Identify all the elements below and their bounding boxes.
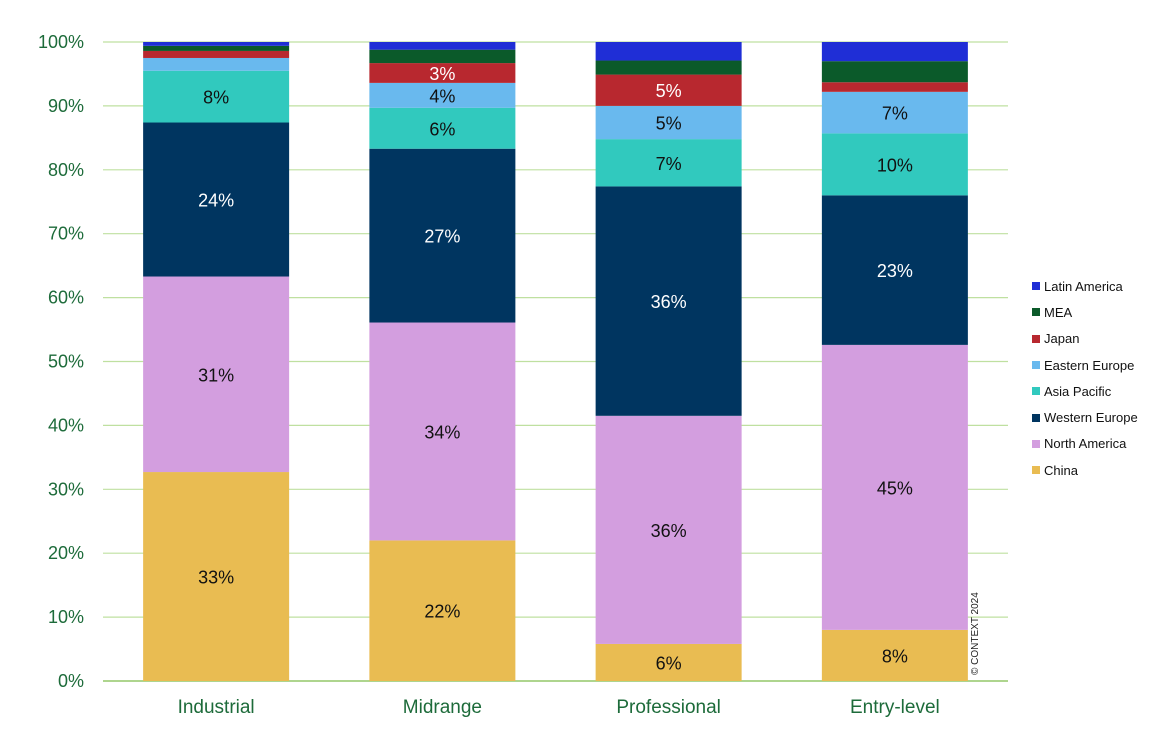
x-tick-label: Industrial xyxy=(178,697,255,718)
legend-swatch xyxy=(1032,466,1040,475)
data-label: 36% xyxy=(651,521,687,541)
legend-label: Latin America xyxy=(1044,278,1123,294)
legend-swatch xyxy=(1032,308,1040,317)
data-label: 22% xyxy=(424,602,460,622)
y-tick-label: 50% xyxy=(48,352,84,372)
data-label: 7% xyxy=(882,104,908,124)
y-tick-label: 30% xyxy=(48,479,84,499)
legend-item: Eastern Europe xyxy=(1032,352,1138,378)
legend-swatch xyxy=(1032,361,1040,370)
bar-segment-mea xyxy=(821,61,968,83)
bar-segment-mea xyxy=(143,45,290,51)
y-tick-label: 20% xyxy=(48,543,84,563)
y-tick-label: 0% xyxy=(58,671,84,691)
data-label: 7% xyxy=(656,154,682,174)
data-label: 8% xyxy=(203,88,229,108)
data-label: 23% xyxy=(877,261,913,281)
legend-label: North America xyxy=(1044,436,1127,452)
legend-item: Asia Pacific xyxy=(1032,378,1138,404)
copyright-text: © CONTEXT 2024 xyxy=(970,592,981,675)
bar-segment-north-america xyxy=(595,415,742,644)
legend-item: Japan xyxy=(1032,326,1138,352)
bar-segment-eastern-europe xyxy=(369,82,516,108)
x-tick-label: Professional xyxy=(616,697,721,718)
x-tick-label: Midrange xyxy=(403,697,482,718)
bar-segment-mea xyxy=(369,49,516,64)
bar-segment-china xyxy=(143,472,290,681)
bar-segment-asia-pacific xyxy=(821,133,968,196)
legend-item: Latin America xyxy=(1032,273,1138,299)
bar-segment-china xyxy=(369,540,516,681)
data-label: 45% xyxy=(877,478,913,498)
data-label: 4% xyxy=(429,86,455,106)
legend-swatch xyxy=(1032,282,1040,291)
legend-swatch xyxy=(1032,387,1040,396)
legend-label: MEA xyxy=(1044,304,1073,320)
legend-label: Asia Pacific xyxy=(1044,383,1112,399)
data-label: 36% xyxy=(651,292,687,312)
bar-segment-china xyxy=(595,643,742,681)
y-tick-label: 40% xyxy=(48,415,84,435)
data-label: 27% xyxy=(424,227,460,247)
data-label: 34% xyxy=(424,422,460,442)
legend-label: Western Europe xyxy=(1044,410,1138,426)
bar-segment-western-europe xyxy=(143,122,290,277)
bar-segment-japan xyxy=(595,74,742,106)
data-label: 31% xyxy=(198,365,234,385)
legend-item: Western Europe xyxy=(1032,404,1138,430)
bar-segment-japan xyxy=(143,50,290,58)
legend-swatch xyxy=(1032,334,1040,343)
bar-segment-north-america xyxy=(143,276,290,473)
bar-segment-latin-america xyxy=(143,42,290,46)
data-label: 5% xyxy=(656,81,682,101)
bar-segment-mea xyxy=(595,60,742,75)
data-label: 6% xyxy=(429,119,455,139)
data-label: 8% xyxy=(882,646,908,666)
x-tick-label: Entry-level xyxy=(850,697,940,718)
bar-segment-asia-pacific xyxy=(143,70,290,123)
legend-label: Japan xyxy=(1044,331,1080,347)
y-tick-label: 80% xyxy=(48,160,84,180)
data-label: 5% xyxy=(656,114,682,134)
bar-segment-latin-america xyxy=(595,42,742,61)
bar-segment-asia-pacific xyxy=(595,139,742,187)
legend-label: Eastern Europe xyxy=(1044,357,1135,373)
y-tick-label: 70% xyxy=(48,224,84,244)
bar-segment-western-europe xyxy=(821,195,968,345)
bar-segment-japan xyxy=(821,82,968,92)
legend-swatch xyxy=(1032,413,1040,422)
data-label: 33% xyxy=(198,568,234,588)
bar-segment-north-america xyxy=(369,322,516,541)
chart-legend: Latin America MEA Japan Eastern Europe Asia … xyxy=(1032,273,1138,483)
y-tick-label: 100% xyxy=(38,32,84,52)
bar-segment-eastern-europe xyxy=(821,91,968,134)
data-label: 24% xyxy=(198,191,234,211)
bar-segment-latin-america xyxy=(369,42,516,50)
y-tick-label: 60% xyxy=(48,288,84,308)
bar-segment-japan xyxy=(369,63,516,83)
data-label: 10% xyxy=(877,155,913,175)
bar-segment-asia-pacific xyxy=(369,107,516,149)
bar-segment-north-america xyxy=(821,344,968,630)
bar-segment-latin-america xyxy=(821,42,968,62)
legend-label: China xyxy=(1044,462,1078,478)
bar-segment-western-europe xyxy=(369,148,516,323)
legend-item: China xyxy=(1032,457,1138,483)
legend-item: North America xyxy=(1032,431,1138,457)
data-label: 3% xyxy=(429,64,455,84)
legend-swatch xyxy=(1032,439,1040,448)
bar-segment-eastern-europe xyxy=(143,57,290,71)
legend-item: MEA xyxy=(1032,299,1138,325)
bar-segment-eastern-europe xyxy=(595,105,742,140)
bar-segment-china xyxy=(821,629,968,681)
y-tick-label: 10% xyxy=(48,607,84,627)
data-label: 6% xyxy=(656,653,682,673)
y-tick-label: 90% xyxy=(48,96,84,116)
bar-segment-western-europe xyxy=(595,186,742,416)
